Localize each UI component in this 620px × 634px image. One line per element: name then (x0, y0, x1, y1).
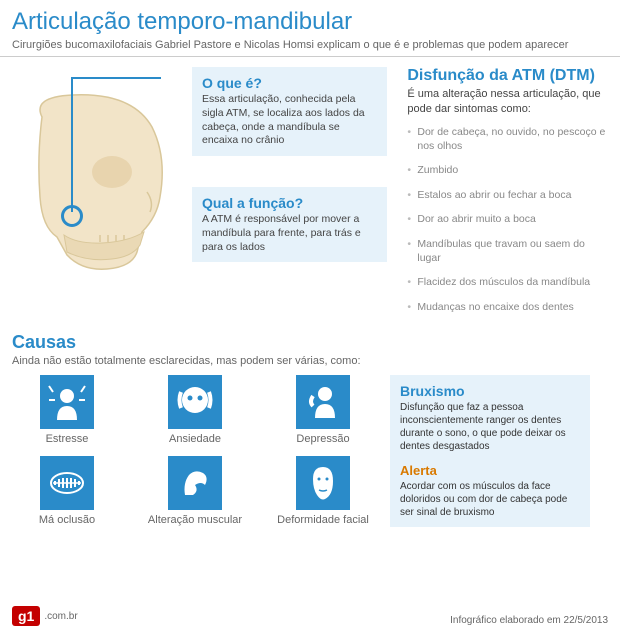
symptom-item: Estalos ao abrir ou fechar a boca (407, 189, 608, 203)
symptom-item: Mudanças no encaixe dos dentes (407, 301, 608, 315)
facial-deformity-icon (296, 456, 350, 510)
stress-icon (40, 375, 94, 429)
callout-line (71, 77, 161, 212)
cause-cell: Ansiedade (140, 375, 250, 446)
causes-subtitle: Ainda não estão totalmente esclarecidas,… (12, 355, 608, 367)
skull-diagram: O que é? Essa articulação, conhecida pel… (12, 67, 399, 297)
dtm-column: Disfunção da ATM (DTM) É uma alteração n… (399, 67, 608, 325)
causes-title: Causas (12, 332, 608, 353)
credit-text: Infográfico elaborado em 22/5/2013 (450, 615, 608, 626)
alert-body: Acordar com os músculos da face dolorido… (400, 480, 580, 519)
bruxism-body: Disfunção que faz a pessoa inconscientem… (400, 401, 580, 453)
bruxism-title: Bruxismo (400, 383, 580, 399)
what-is-body: Essa articulação, conhecida pela sigla A… (202, 93, 377, 148)
symptom-item: Dor de cabeça, no ouvido, no pescoço e n… (407, 126, 608, 153)
logo: g1 .com.br (12, 606, 78, 626)
symptom-list: Dor de cabeça, no ouvido, no pescoço e n… (407, 126, 608, 315)
logo-badge: g1 (12, 606, 40, 626)
page-subtitle: Cirurgiões bucomaxilofaciais Gabriel Pas… (12, 38, 572, 52)
symptom-item: Mandíbulas que travam ou saem do lugar (407, 238, 608, 265)
cause-label: Má oclusão (12, 514, 122, 526)
bruxism-box: Bruxismo Disfunção que faz a pessoa inco… (390, 375, 590, 527)
causes-row: Estresse Ansiedade Depressão Má oclusão (12, 375, 608, 527)
function-title: Qual a função? (202, 195, 377, 211)
function-body: A ATM é responsável por mover a mandíbul… (202, 213, 377, 254)
muscle-icon (168, 456, 222, 510)
alert-title: Alerta (400, 463, 580, 478)
dtm-intro: É uma alteração nessa articulação, que p… (407, 87, 608, 116)
cause-label: Alteração muscular (140, 514, 250, 526)
cause-label: Deformidade facial (268, 514, 378, 526)
symptom-item: Flacidez dos músculos da mandíbula (407, 276, 608, 290)
anxiety-icon (168, 375, 222, 429)
depression-icon (296, 375, 350, 429)
cause-label: Ansiedade (140, 433, 250, 445)
page-title: Articulação temporo-mandibular (12, 8, 608, 36)
what-is-title: O que é? (202, 75, 377, 91)
function-box: Qual a função? A ATM é responsável por m… (192, 187, 387, 262)
main-content: O que é? Essa articulação, conhecida pel… (0, 57, 620, 325)
symptom-item: Dor ao abrir muito a boca (407, 213, 608, 227)
cause-label: Depressão (268, 433, 378, 445)
dtm-title: Disfunção da ATM (DTM) (407, 67, 608, 85)
cause-cell: Má oclusão (12, 456, 122, 527)
causes-section: Causas Ainda não estão totalmente esclar… (0, 326, 620, 527)
causes-grid: Estresse Ansiedade Depressão Má oclusão (12, 375, 378, 527)
cause-cell: Alteração muscular (140, 456, 250, 527)
logo-text: .com.br (44, 611, 77, 622)
cause-label: Estresse (12, 433, 122, 445)
footer: g1 .com.br Infográfico elaborado em 22/5… (12, 606, 608, 626)
cause-cell: Depressão (268, 375, 378, 446)
header: Articulação temporo-mandibular Cirurgiõe… (0, 0, 620, 57)
symptom-item: Zumbido (407, 164, 608, 178)
what-is-box: O que é? Essa articulação, conhecida pel… (192, 67, 387, 156)
cause-cell: Deformidade facial (268, 456, 378, 527)
occlusion-icon (40, 456, 94, 510)
left-column: O que é? Essa articulação, conhecida pel… (12, 67, 399, 325)
cause-cell: Estresse (12, 375, 122, 446)
